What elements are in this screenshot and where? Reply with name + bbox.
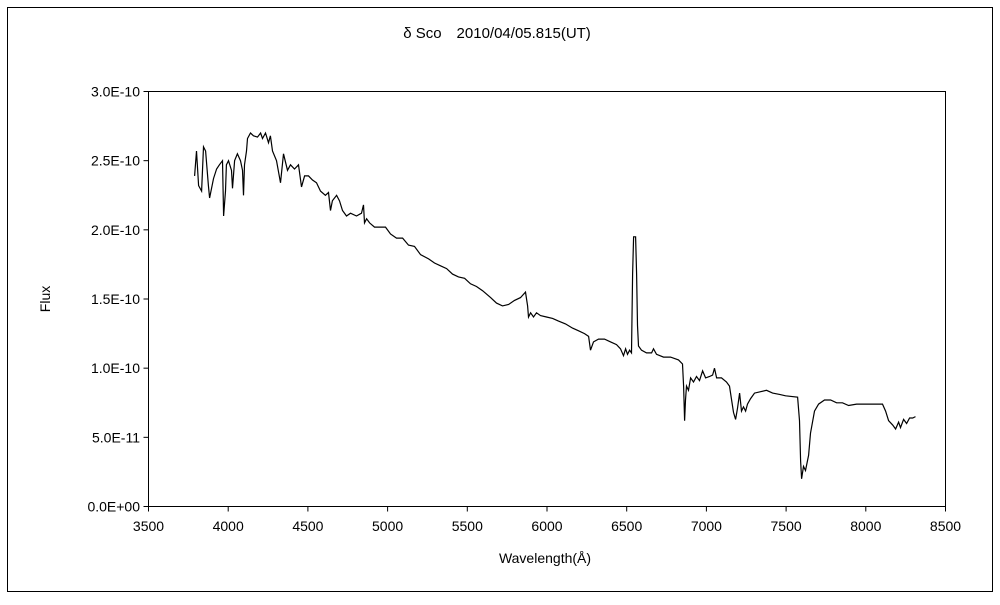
x-tick-label: 6000	[531, 518, 562, 534]
x-tick-label: 5000	[372, 518, 403, 534]
chart-title: δ Sco 2010/04/05.815(UT)	[403, 25, 591, 42]
x-tick-label: 7500	[771, 518, 802, 534]
y-axis-label: Flux	[37, 286, 53, 312]
y-tick-label: 5.0E-11	[92, 429, 140, 445]
plot-area	[148, 91, 946, 507]
y-tick-label: 2.0E-10	[91, 222, 140, 238]
x-tick-label: 5500	[452, 518, 483, 534]
x-tick-label: 3500	[133, 518, 164, 534]
x-tick-label: 8500	[930, 518, 961, 534]
x-tick-label: 8000	[850, 518, 881, 534]
x-tick-label: 4000	[213, 518, 244, 534]
x-axis-label: Wavelength(Å)	[499, 550, 591, 566]
y-tick-label: 2.5E-10	[91, 153, 140, 169]
x-tick-label: 6500	[611, 518, 642, 534]
y-tick-label: 0.0E+00	[87, 499, 140, 515]
y-tick-label: 1.5E-10	[91, 291, 140, 307]
x-tick-label: 7000	[691, 518, 722, 534]
y-tick-label: 1.0E-10	[91, 360, 140, 376]
y-tick-label: 3.0E-10	[91, 84, 140, 100]
x-tick-label: 4500	[292, 518, 323, 534]
spectrum-line	[194, 131, 916, 479]
